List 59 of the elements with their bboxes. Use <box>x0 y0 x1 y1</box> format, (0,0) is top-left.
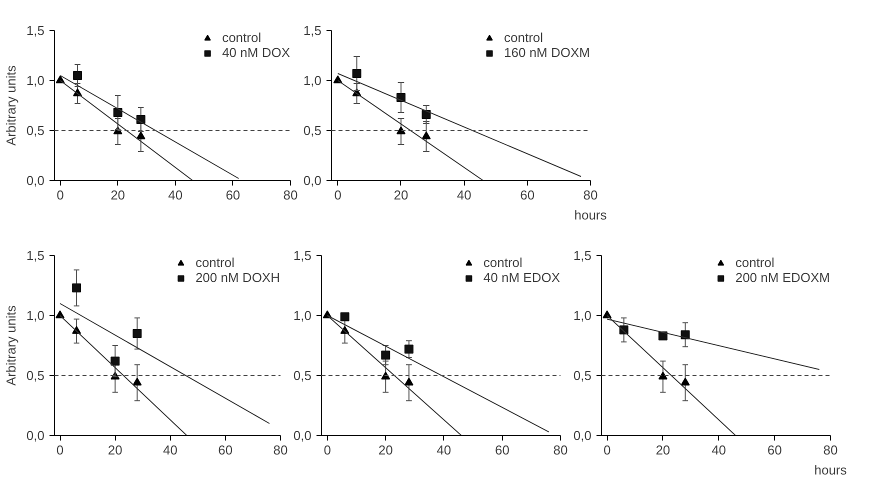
y-tick-label: 1,0 <box>26 308 45 323</box>
y-tick-label: 0,0 <box>573 428 592 443</box>
y-tick-label: 1,0 <box>573 308 592 323</box>
x-tick-label: 20 <box>108 442 122 458</box>
y-tick-label: 1,5 <box>26 23 45 38</box>
legend-label: control <box>483 255 522 270</box>
legend-label: 200 nM EDOXM <box>735 270 830 285</box>
y-tick-label: 1,5 <box>303 23 322 38</box>
x-tick-label: 0 <box>56 442 64 458</box>
y-tick-label: 0,0 <box>26 428 45 443</box>
x-tick-label: 80 <box>823 442 838 458</box>
x-tick-label: 40 <box>168 188 183 202</box>
legend-label: 40 nM EDOX <box>483 270 560 285</box>
y-tick-label: 1,5 <box>293 248 312 263</box>
y-tick-label: 0,5 <box>573 368 592 383</box>
x-tick-label: 0 <box>56 188 64 202</box>
x-axis-title: hours <box>814 462 848 478</box>
x-tick-label: 60 <box>226 188 240 202</box>
legend-label: 160 nM DOXM <box>504 45 590 60</box>
x-tick-label: 80 <box>283 188 298 202</box>
x-axis-title: hours <box>574 208 608 222</box>
x-tick-label: 20 <box>394 188 408 202</box>
y-tick-label: 1,0 <box>26 73 45 88</box>
x-tick-label: 60 <box>520 188 535 202</box>
x-tick-label: 40 <box>456 188 472 202</box>
y-tick-label: 1,0 <box>293 308 312 323</box>
x-tick-label: 40 <box>163 442 178 458</box>
x-tick-label: 60 <box>767 442 782 458</box>
x-tick-label: 20 <box>378 442 393 458</box>
y-tick-label: 0,0 <box>26 173 45 188</box>
y-tick-label: 1,5 <box>573 248 592 263</box>
x-tick-label: 20 <box>110 188 126 202</box>
x-tick-label: 0 <box>603 442 611 458</box>
y-axis-title: Arbitrary units <box>3 304 18 386</box>
legend-label: control <box>195 255 234 270</box>
x-tick-label: 80 <box>273 442 288 458</box>
legend-label: 200 nM DOXH <box>195 270 280 285</box>
x-tick-label: 60 <box>218 442 233 458</box>
x-tick-label: 0 <box>324 442 331 458</box>
x-tick-label: 60 <box>494 442 510 458</box>
y-tick-label: 0,5 <box>26 123 45 138</box>
x-tick-label: 80 <box>553 442 568 458</box>
y-tick-label: 1,0 <box>303 73 322 88</box>
y-axis-title: Arbitrary units <box>3 64 18 146</box>
legend-label: control <box>504 30 544 45</box>
legend-label: control <box>222 30 262 45</box>
legend-label: control <box>735 255 774 270</box>
y-tick-label: 0,0 <box>303 173 322 188</box>
legend-label: 40 nM DOX <box>222 45 290 60</box>
x-tick-label: 20 <box>656 442 670 458</box>
x-tick-label: 40 <box>436 442 452 458</box>
x-tick-label: 0 <box>334 188 342 202</box>
y-tick-label: 0,0 <box>293 428 312 443</box>
y-tick-label: 0,5 <box>293 368 312 383</box>
x-tick-label: 40 <box>712 442 726 458</box>
y-tick-label: 1,5 <box>26 248 45 263</box>
x-tick-label: 80 <box>583 188 598 202</box>
y-tick-label: 0,5 <box>303 123 322 138</box>
y-tick-label: 0,5 <box>26 368 45 383</box>
